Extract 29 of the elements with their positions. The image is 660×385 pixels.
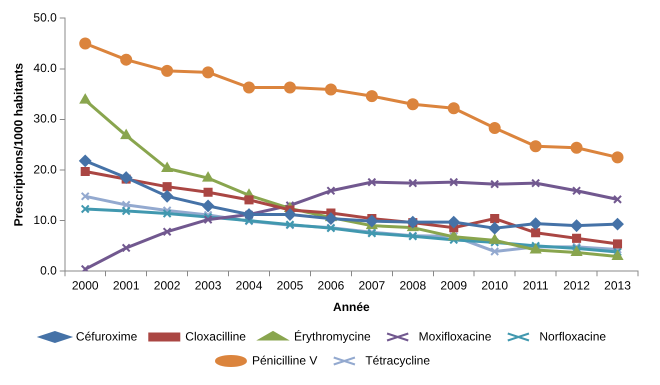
x-tick-label: 2005 <box>276 278 304 293</box>
x-tick-label: 2013 <box>604 278 632 293</box>
x-tick-label: 2002 <box>154 278 181 293</box>
x-tick-label: 2003 <box>194 278 222 293</box>
x-tick-label: 2010 <box>481 278 508 293</box>
x-tick-label: 2011 <box>522 278 549 293</box>
x-tick-label: 2012 <box>563 278 590 293</box>
y-axis-title: Prescriptions/1000 habitants <box>12 62 26 226</box>
y-tick-label: 50.0 <box>33 10 58 25</box>
x-tick-label: 2009 <box>440 278 468 293</box>
x-tick-label: 2001 <box>112 278 140 293</box>
legend-label: Norfloxacine <box>539 329 606 344</box>
legend-label: Céfuroxime <box>76 329 138 344</box>
x-tick-label: 2004 <box>236 278 263 293</box>
y-tick-label: 10.0 <box>33 212 58 227</box>
x-tick-label: 2008 <box>399 278 426 293</box>
legend-label: Tétracycline <box>365 353 430 368</box>
legend-label: Pénicilline V <box>252 353 318 368</box>
y-tick-label: 20.0 <box>33 162 58 176</box>
y-tick-label: 0.0 <box>40 264 58 278</box>
x-axis-title: Année <box>333 300 370 314</box>
x-tick-label: 2006 <box>318 278 345 293</box>
x-tick-label: 2007 <box>358 278 386 293</box>
legend-label: Cloxacilline <box>185 329 246 344</box>
legend-label: Érythromycine <box>294 329 371 344</box>
y-tick-label: 30.0 <box>33 112 58 126</box>
y-tick-label: 40.0 <box>33 61 58 76</box>
x-tick-label: 2000 <box>72 278 99 293</box>
legend-label: Moxifloxacine <box>418 329 492 344</box>
